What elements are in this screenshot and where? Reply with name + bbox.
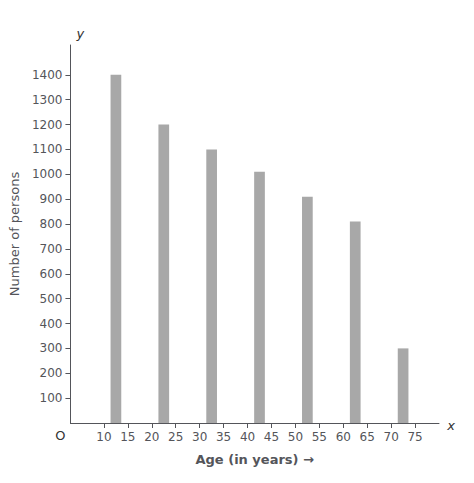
svg-text:50: 50 <box>288 430 303 444</box>
svg-text:1400: 1400 <box>32 68 63 82</box>
svg-text:100: 100 <box>40 391 63 405</box>
svg-text:x: x <box>446 418 455 433</box>
svg-text:75: 75 <box>407 430 422 444</box>
svg-text:200: 200 <box>40 366 63 380</box>
svg-text:1100: 1100 <box>32 142 63 156</box>
svg-text:800: 800 <box>40 217 63 231</box>
svg-text:300: 300 <box>40 341 63 355</box>
svg-text:20: 20 <box>144 430 159 444</box>
svg-text:65: 65 <box>360 430 375 444</box>
svg-text:15: 15 <box>120 430 135 444</box>
svg-text:25: 25 <box>168 430 183 444</box>
svg-text:Age (in years) →: Age (in years) → <box>195 452 314 467</box>
svg-text:500: 500 <box>40 292 63 306</box>
svg-text:700: 700 <box>40 242 63 256</box>
svg-text:55: 55 <box>312 430 327 444</box>
svg-text:1000: 1000 <box>32 167 63 181</box>
svg-text:O: O <box>55 428 65 443</box>
svg-text:y: y <box>76 26 85 41</box>
svg-text:60: 60 <box>336 430 351 444</box>
svg-text:45: 45 <box>264 430 279 444</box>
svg-text:1300: 1300 <box>32 93 63 107</box>
svg-text:Number of persons: Number of persons <box>7 172 22 297</box>
svg-text:70: 70 <box>383 430 398 444</box>
svg-text:600: 600 <box>40 267 63 281</box>
svg-text:900: 900 <box>40 192 63 206</box>
svg-text:35: 35 <box>216 430 231 444</box>
svg-text:1200: 1200 <box>32 118 63 132</box>
svg-text:400: 400 <box>40 317 63 331</box>
svg-text:30: 30 <box>192 430 207 444</box>
svg-text:40: 40 <box>240 430 255 444</box>
svg-text:10: 10 <box>96 430 111 444</box>
